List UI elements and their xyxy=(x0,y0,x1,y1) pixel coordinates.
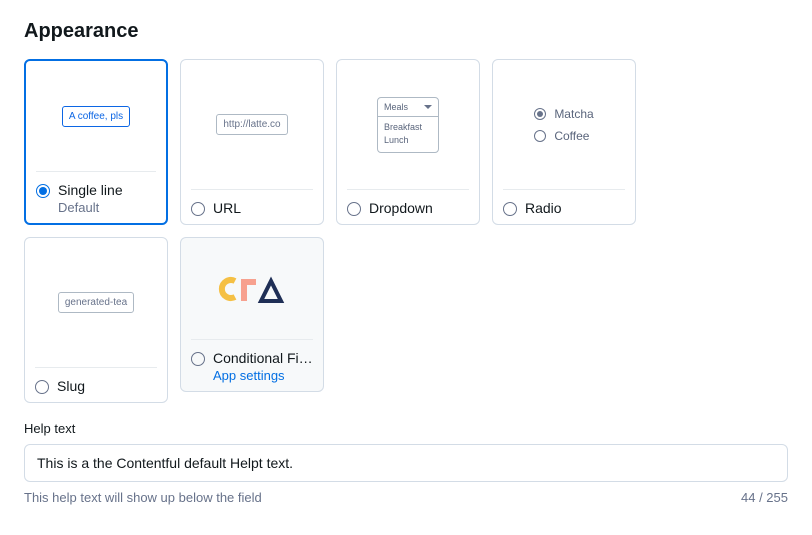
card-label-block: Dropdown xyxy=(369,200,433,216)
card-footer: Slug xyxy=(35,367,157,402)
radio-preview-row: Coffee xyxy=(534,129,593,143)
card-label-block: Single line Default xyxy=(58,182,123,215)
help-text-label: Help text xyxy=(24,421,788,436)
card-footer: Conditional Fi… App settings xyxy=(191,339,313,391)
app-settings-link[interactable]: App settings xyxy=(213,368,313,383)
help-text-hint: This help text will show up below the fi… xyxy=(24,490,262,505)
card-label-block: Radio xyxy=(525,200,562,216)
radio-option-label: Matcha xyxy=(554,107,593,121)
help-text-counter: 44 / 255 xyxy=(741,490,788,505)
preview-pill: generated-tea xyxy=(58,292,134,313)
card-label-block: Slug xyxy=(57,378,85,394)
appearance-card-conditional-fields[interactable]: Conditional Fi… App settings xyxy=(180,237,324,392)
card-preview xyxy=(181,238,323,339)
appearance-card-url[interactable]: http://latte.co URL xyxy=(180,59,324,225)
radio-indicator xyxy=(36,184,50,198)
card-label-block: Conditional Fi… App settings xyxy=(213,350,313,383)
radio-indicator xyxy=(191,202,205,216)
radio-indicator xyxy=(503,202,517,216)
card-footer: Dropdown xyxy=(347,189,469,224)
section-title: Appearance xyxy=(24,20,788,43)
help-text-hint-row: This help text will show up below the fi… xyxy=(24,490,788,505)
radio-preview-row: Matcha xyxy=(534,107,593,121)
dropdown-item: Lunch xyxy=(384,134,432,148)
help-text-input[interactable] xyxy=(24,444,788,482)
card-footer: URL xyxy=(191,189,313,224)
card-footer: Single line Default xyxy=(36,171,156,223)
radio-indicator xyxy=(191,352,205,366)
preview-pill: A coffee, pls xyxy=(62,106,130,127)
card-label: Single line xyxy=(58,182,123,198)
chevron-down-icon xyxy=(424,105,432,109)
card-footer: Radio xyxy=(503,189,625,224)
radio-icon xyxy=(534,130,546,142)
card-label: URL xyxy=(213,200,241,216)
radio-indicator xyxy=(347,202,361,216)
card-preview: Matcha Coffee xyxy=(493,60,635,189)
appearance-card-single-line[interactable]: A coffee, pls Single line Default xyxy=(24,59,168,225)
help-text-section: Help text This help text will show up be… xyxy=(24,421,788,505)
card-label: Conditional Fi… xyxy=(213,350,313,366)
dropdown-head-label: Meals xyxy=(384,102,408,112)
card-label: Radio xyxy=(525,200,562,216)
preview-pill: http://latte.co xyxy=(216,114,287,135)
dropdown-head: Meals xyxy=(378,98,438,117)
card-label: Slug xyxy=(57,378,85,394)
appearance-card-dropdown[interactable]: Meals Breakfast Lunch Dropdown xyxy=(336,59,480,225)
card-preview: A coffee, pls xyxy=(26,61,166,171)
card-preview: Meals Breakfast Lunch xyxy=(337,60,479,189)
appearance-card-radio[interactable]: Matcha Coffee Radio xyxy=(492,59,636,225)
card-preview: http://latte.co xyxy=(181,60,323,189)
card-preview: generated-tea xyxy=(25,238,167,367)
appearance-card-grid: A coffee, pls Single line Default http:/… xyxy=(24,59,788,403)
dropdown-body: Breakfast Lunch xyxy=(378,117,438,152)
dropdown-item: Breakfast xyxy=(384,121,432,135)
appearance-card-slug[interactable]: generated-tea Slug xyxy=(24,237,168,403)
dropdown-preview: Meals Breakfast Lunch xyxy=(377,97,439,153)
card-label-block: URL xyxy=(213,200,241,216)
radio-option-label: Coffee xyxy=(554,129,589,143)
radio-icon xyxy=(534,108,546,120)
card-label: Dropdown xyxy=(369,200,433,216)
card-sublabel: Default xyxy=(58,200,123,215)
radio-preview: Matcha Coffee xyxy=(534,107,593,143)
radio-indicator xyxy=(35,380,49,394)
app-logo-icon xyxy=(217,275,287,303)
